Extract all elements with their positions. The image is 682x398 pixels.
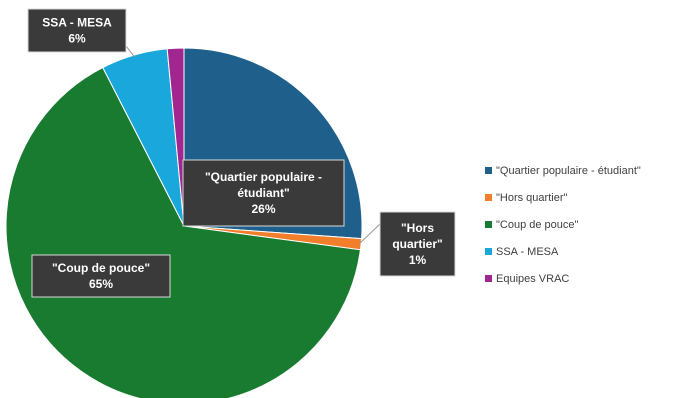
data-label-coup-de-pouce: "Coup de pouce" 65% xyxy=(31,254,171,298)
data-label-box xyxy=(182,159,345,227)
data-label-category: étudiant" xyxy=(237,186,289,200)
legend: "Quartier populaire - étudiant" "Hors qua… xyxy=(485,165,641,285)
leader-lines xyxy=(125,45,381,245)
pie-slice-coup-de-pouce xyxy=(5,66,361,398)
data-label-ssa-mesa: SSA - MESA 6% xyxy=(27,8,127,53)
data-label-box xyxy=(379,211,456,277)
legend-swatch xyxy=(485,248,492,255)
data-label-category: "Coup de pouce" xyxy=(52,261,150,275)
data-label-category: SSA - MESA xyxy=(42,16,112,30)
legend-label: SSA - MESA xyxy=(496,246,559,258)
data-label-box xyxy=(31,254,171,298)
data-label-category: "Quartier populaire - xyxy=(205,170,322,184)
legend-swatch xyxy=(485,275,492,282)
data-label-quartier-populaire-tudiant: "Quartier populaire - étudiant" 26% xyxy=(182,159,345,227)
legend-label: "Coup de pouce" xyxy=(496,219,579,231)
legend-swatch xyxy=(485,221,492,228)
legend-swatch xyxy=(485,167,492,174)
data-label-percent: 1% xyxy=(409,253,427,267)
legend-swatch xyxy=(485,194,492,201)
data-label-category: quartier" xyxy=(392,237,442,251)
leader-line-ssa-mesa xyxy=(125,45,136,58)
legend-item-quartier-populaire-tudiant: "Quartier populaire - étudiant" xyxy=(485,165,641,177)
data-label-percent: 26% xyxy=(251,202,275,216)
data-label-percent: 65% xyxy=(89,277,113,291)
pie-slice-equipes-vrac xyxy=(166,47,185,227)
legend-item-ssa-mesa: SSA - MESA xyxy=(485,246,559,258)
data-label-box xyxy=(27,8,127,53)
legend-label: "Quartier populaire - étudiant" xyxy=(496,165,641,177)
data-labels: "Quartier populaire - étudiant" 26% "Hors qu… xyxy=(27,8,456,298)
data-label-percent: 6% xyxy=(68,32,86,46)
legend-item-coup-de-pouce: "Coup de pouce" xyxy=(485,219,579,231)
data-label-category: "Hors xyxy=(401,221,434,235)
legend-item-hors-quartier: "Hors quartier" xyxy=(485,192,567,204)
legend-label: Equipes VRAC xyxy=(496,273,569,285)
legend-item-equipes-vrac: Equipes VRAC xyxy=(485,273,569,285)
data-label-hors-quartier: "Hors quartier" 1% xyxy=(379,211,456,277)
leader-line-hors-quartier xyxy=(358,223,381,245)
legend-label: "Hors quartier" xyxy=(496,192,567,204)
